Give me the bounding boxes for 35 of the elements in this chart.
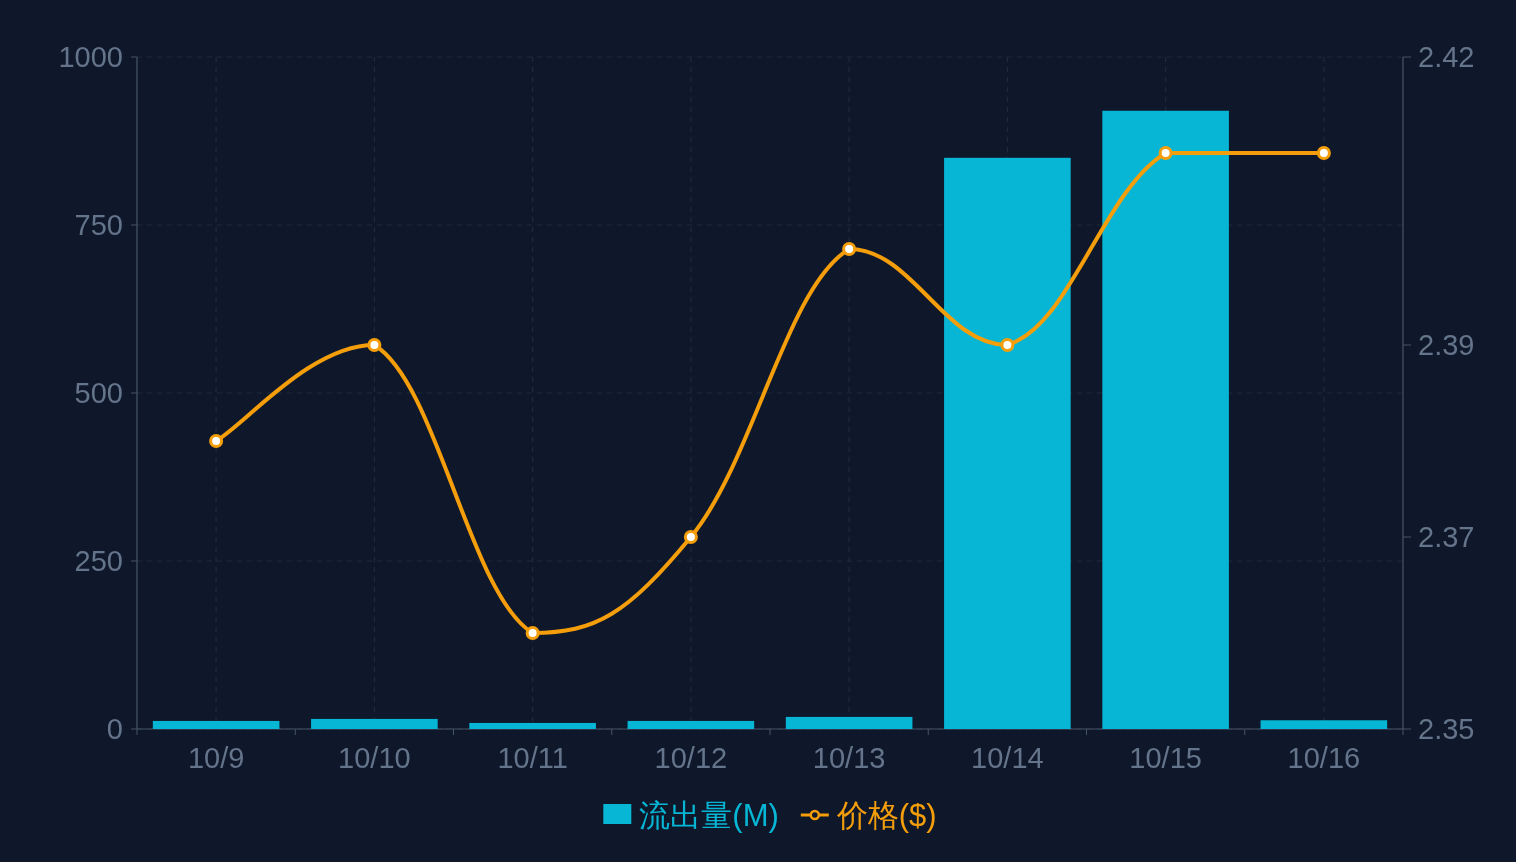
bar [152,720,280,729]
point [683,530,698,544]
x-tick-label: 10/10 [338,742,411,774]
y2-tick-label: 2.42 [1418,41,1475,73]
bar [1260,720,1388,729]
y-tick-label: 1000 [58,41,123,73]
x-tick-label: 10/12 [654,742,728,774]
bar [785,716,913,729]
point [842,242,857,256]
point [525,626,540,640]
bar [944,157,1071,729]
x-tick-label: 10/9 [187,742,245,774]
y-tick-label: 500 [74,377,123,409]
y-tick-label: 250 [74,545,123,577]
bar [469,722,596,729]
legend-label: 价格($) [835,798,937,833]
y-tick-label: 0 [106,713,123,745]
point [1000,338,1015,352]
bar [1102,110,1229,729]
x-tick-label: 10/16 [1287,742,1361,774]
point [1158,146,1173,160]
bar [627,720,755,729]
y2-tick-label: 2.37 [1418,521,1475,553]
y2-tick-label: 2.35 [1418,713,1475,745]
x-tick-label: 10/15 [1129,742,1202,774]
y-tick-label: 750 [74,209,123,241]
y2-tick-label: 2.39 [1418,329,1475,361]
point [209,434,224,448]
x-tick-label: 10/13 [812,742,886,774]
legend-label: 流出量(M) [639,798,779,833]
x-tick-label: 10/14 [971,742,1044,774]
point [1316,146,1331,160]
bar [311,718,438,729]
x-tick-label: 10/11 [497,742,568,774]
point [367,338,382,352]
